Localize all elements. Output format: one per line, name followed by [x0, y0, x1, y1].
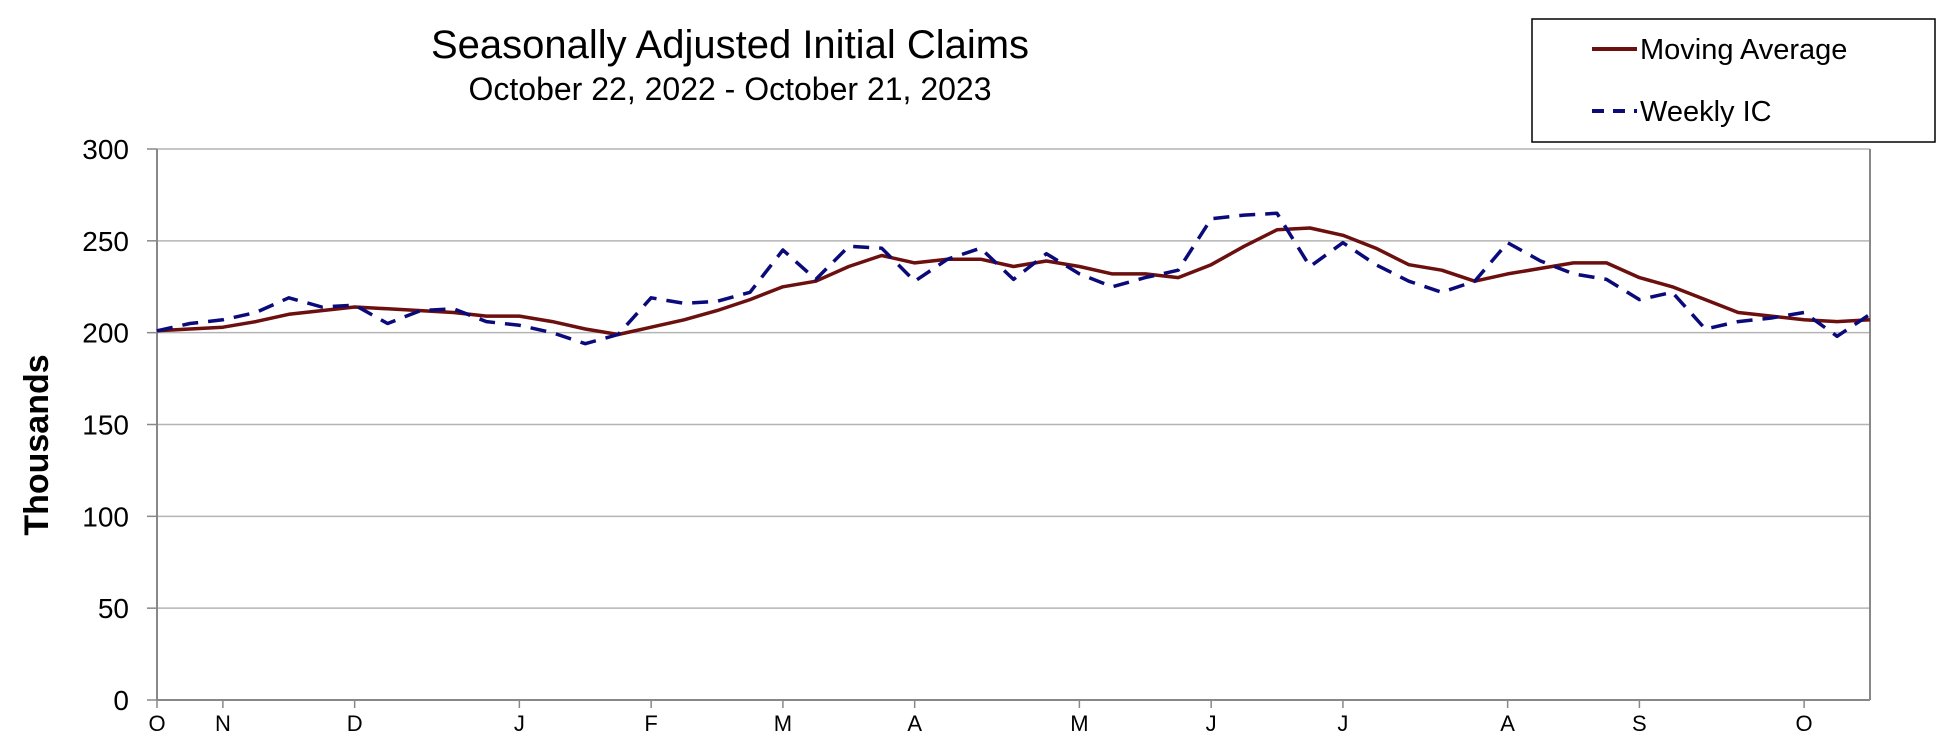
- x-tick-label: O: [148, 711, 165, 736]
- x-tick-label: J: [1337, 711, 1348, 736]
- legend-label-weekly-ic: Weekly IC: [1640, 96, 1772, 128]
- y-tick-label: 150: [82, 410, 129, 441]
- legend-label-moving-average: Moving Average: [1640, 34, 1847, 66]
- y-tick-label: 0: [113, 685, 129, 716]
- x-tick-label: A: [1500, 711, 1515, 736]
- series-line-moving-average: [156, 226, 1871, 337]
- chart-subtitle: October 22, 2022 - October 21, 2023: [469, 71, 992, 107]
- y-tick-label: 50: [98, 593, 129, 624]
- y-axis-label: Thousands: [18, 354, 56, 535]
- x-tick-label: M: [774, 711, 792, 736]
- x-tick-label: F: [644, 711, 657, 736]
- legend-box: [1531, 18, 1936, 143]
- x-tick-label: N: [215, 711, 231, 736]
- x-tick-label: S: [1632, 711, 1647, 736]
- y-tick-label: 100: [82, 501, 129, 532]
- y-tick-label: 300: [82, 134, 129, 165]
- legend: Moving Average Weekly IC: [1531, 18, 1936, 143]
- x-tick-label: D: [347, 711, 363, 736]
- x-tick-label: A: [907, 711, 922, 736]
- x-tick-label: J: [1206, 711, 1217, 736]
- x-tick-label: O: [1796, 711, 1813, 736]
- chart-title: Seasonally Adjusted Initial Claims: [431, 23, 1029, 67]
- y-tick-label: 250: [82, 226, 129, 257]
- series-line-weekly-ic: [156, 211, 1871, 346]
- x-tick-label: J: [514, 711, 525, 736]
- x-tick-label: M: [1070, 711, 1088, 736]
- y-tick-label: 200: [82, 318, 129, 349]
